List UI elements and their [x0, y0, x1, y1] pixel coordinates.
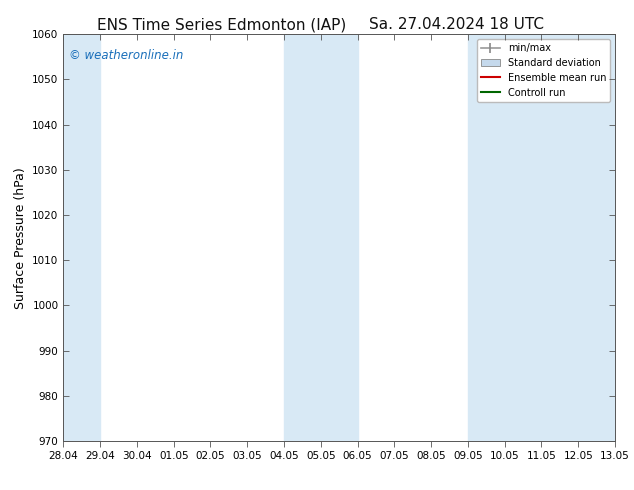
Text: Sa. 27.04.2024 18 UTC: Sa. 27.04.2024 18 UTC: [369, 17, 544, 32]
Legend: min/max, Standard deviation, Ensemble mean run, Controll run: min/max, Standard deviation, Ensemble me…: [477, 39, 610, 101]
Bar: [468, 34, 615, 441]
Text: © weatheronline.in: © weatheronline.in: [69, 49, 183, 62]
Bar: [63, 34, 100, 441]
Bar: [284, 34, 358, 441]
Y-axis label: Surface Pressure (hPa): Surface Pressure (hPa): [14, 167, 27, 309]
Text: ENS Time Series Edmonton (IAP): ENS Time Series Edmonton (IAP): [97, 17, 347, 32]
